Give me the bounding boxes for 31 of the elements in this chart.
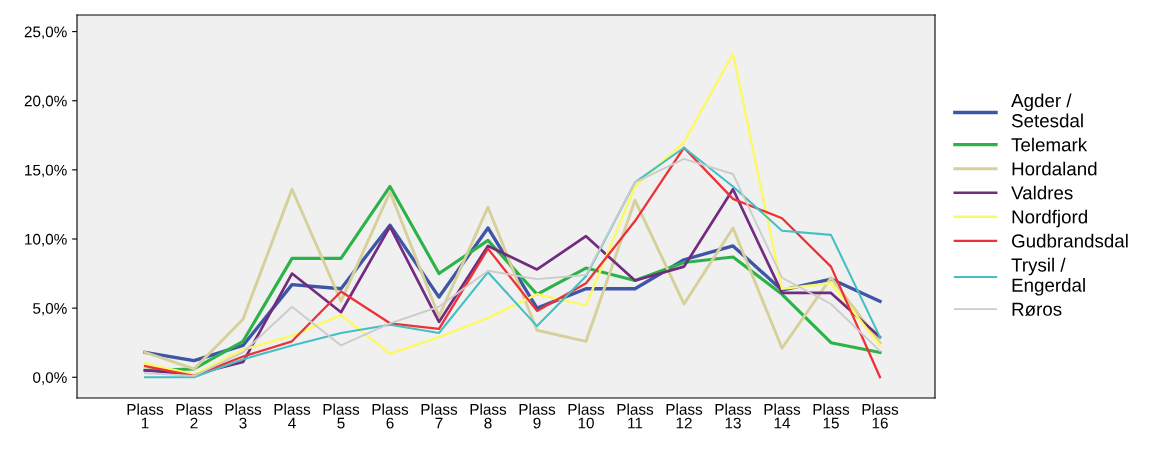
x-tick-label: Plass 5 xyxy=(323,403,360,429)
x-tick-label: Plass 7 xyxy=(421,403,458,429)
legend-label: Trysil / Engerdal xyxy=(1011,257,1085,296)
y-tick-label: 25,0% xyxy=(24,26,67,40)
legend-label: Valdres xyxy=(1011,185,1073,200)
y-tick-label: 0,0% xyxy=(33,372,67,385)
y-tick-label: 5,0% xyxy=(33,302,67,316)
x-tick-label: Plass 8 xyxy=(470,403,507,429)
x-tick-label: Plass 13 xyxy=(715,403,752,429)
x-tick-label: Plass 3 xyxy=(225,403,262,429)
x-tick-label: Plass 11 xyxy=(617,403,654,429)
legend-label: Agder / Setesdal xyxy=(1011,93,1083,128)
x-tick-label: Plass 9 xyxy=(519,403,556,429)
legend-label: Nordfjord xyxy=(1012,209,1087,228)
x-tick-label: Plass 10 xyxy=(568,403,605,429)
x-tick-label: Plass 4 xyxy=(274,403,311,429)
x-tick-label: Plass 12 xyxy=(666,403,703,429)
legend-label: Røros xyxy=(1012,302,1062,317)
x-tick-label: Plass 16 xyxy=(862,403,899,429)
legend-label: Telemark xyxy=(1011,137,1088,152)
x-tick-label: Plass 1 xyxy=(127,403,164,429)
x-tick-label: Plass 15 xyxy=(813,403,850,429)
y-tick-label: 20,0% xyxy=(24,95,67,109)
y-tick-label: 15,0% xyxy=(25,164,67,178)
legend-label: Hordaland xyxy=(1012,161,1097,176)
y-tick-label: 10,0% xyxy=(25,233,67,247)
x-tick-label: Plass 2 xyxy=(176,403,213,429)
x-tick-label: Plass 14 xyxy=(764,403,801,429)
x-tick-label: Plass 6 xyxy=(372,403,409,429)
legend-label: Gudbrandsdal xyxy=(1012,233,1128,248)
line-series xyxy=(143,52,882,376)
